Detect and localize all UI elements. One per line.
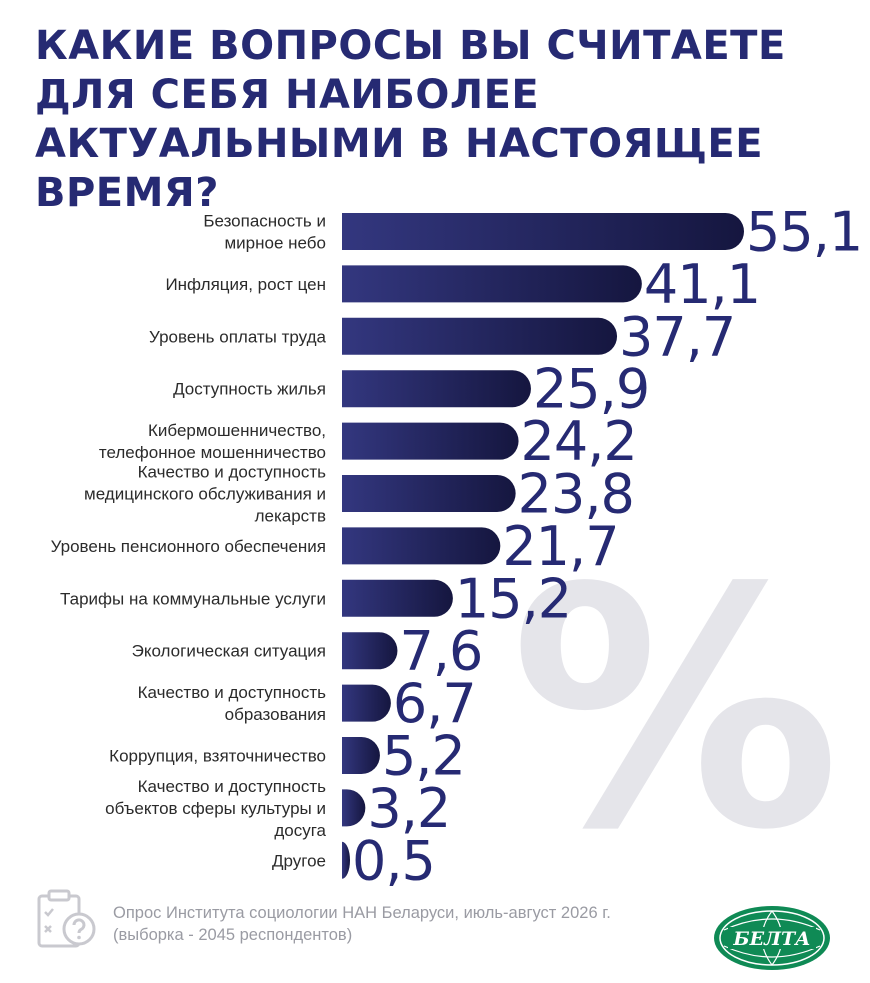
bar [342, 422, 519, 460]
survey-source-line1: Опрос Института социологии НАН Беларуси,… [113, 904, 611, 922]
category-label: Экологическая ситуация [132, 642, 326, 661]
clipboard-question-icon [37, 889, 96, 948]
value-label: 3,2 [367, 777, 450, 840]
category-label: Безопасность и мирное небо [203, 212, 326, 253]
bar [342, 527, 501, 565]
value-label: 7,6 [399, 620, 482, 683]
category-label-line: телефонное мошенничество [99, 443, 326, 462]
belta-logo: БЕЛТА [714, 906, 830, 970]
bar [342, 841, 350, 879]
value-label: 23,8 [518, 463, 634, 526]
category-label: Кибермошенничество, телефонное мошенничес… [99, 421, 326, 462]
category-label-line: образования [225, 705, 326, 724]
category-label: Другое [272, 851, 326, 870]
bar [342, 317, 618, 355]
chart-title: КАКИЕ ВОПРОСЫ ВЫ СЧИТАЕТЕ ДЛЯ СЕБЯ НАИБО… [35, 23, 786, 216]
category-label-line: Тарифы на коммунальные услуги [60, 589, 326, 608]
category-label-line: Уровень оплаты труда [149, 327, 327, 346]
category-label-line: Экологическая ситуация [132, 642, 326, 661]
category-label-line: досуга [274, 821, 326, 840]
bar [342, 475, 516, 512]
category-label-line: Уровень пенсионного обеспечения [51, 537, 326, 556]
value-label: 15,2 [455, 567, 571, 630]
bar-chart: 55,1 Безопасность и мирное небо 41,1 Инфляци… [51, 201, 864, 891]
bar [342, 213, 744, 250]
category-label-line: Качество и доступность [138, 777, 327, 796]
category-label: Инфляция, рост цен [165, 275, 326, 294]
bar [342, 632, 398, 670]
category-label-line: Качество и доступность [138, 463, 327, 482]
value-label: 41,1 [644, 253, 760, 316]
bar [342, 737, 380, 774]
survey-source: Опрос Института социологии НАН Беларуси,… [113, 902, 611, 946]
value-label: 37,7 [619, 305, 735, 368]
category-label-line: лекарств [255, 507, 326, 526]
category-label: Качество и доступность образования [138, 683, 327, 724]
value-label: 55,1 [746, 201, 862, 264]
category-label-line: Качество и доступность [138, 683, 327, 702]
category-label: Качество и доступность объектов сферы кул… [105, 777, 326, 840]
bar [342, 265, 642, 303]
percent-watermark: % [510, 518, 841, 902]
bar [342, 684, 391, 722]
category-label: Коррупция, взяточничество [109, 747, 326, 766]
value-label: 5,2 [382, 725, 465, 788]
bar [342, 579, 453, 617]
category-label-line: Доступность жилья [173, 380, 326, 399]
value-label: 24,2 [521, 410, 637, 473]
logo-text: БЕЛТА [732, 928, 810, 950]
category-label: Тарифы на коммунальные услуги [60, 589, 326, 608]
bar [342, 789, 366, 827]
category-label-line: Безопасность и [203, 212, 326, 231]
bar [342, 370, 531, 408]
survey-source-line2: (выборка - 2045 респондентов) [113, 926, 353, 944]
category-label: Уровень оплаты труда [149, 327, 327, 346]
category-label-line: медицинского обслуживания и [84, 485, 326, 504]
category-label-line: Коррупция, взяточничество [109, 747, 326, 766]
category-label: Уровень пенсионного обеспечения [51, 537, 326, 556]
category-label-line: Инфляция, рост цен [165, 275, 326, 294]
category-label: Качество и доступность медицинского обслу… [84, 463, 326, 526]
value-label: 6,7 [393, 672, 476, 735]
value-label: 0,5 [352, 829, 435, 890]
value-label: 25,9 [533, 358, 649, 421]
value-label: 21,7 [502, 515, 618, 578]
category-label-line: Другое [272, 851, 326, 870]
category-label-line: объектов сферы культуры и [105, 799, 326, 818]
category-label-line: мирное небо [224, 234, 326, 253]
category-label-line: Кибермошенничество, [148, 421, 326, 440]
category-label: Доступность жилья [173, 380, 326, 399]
